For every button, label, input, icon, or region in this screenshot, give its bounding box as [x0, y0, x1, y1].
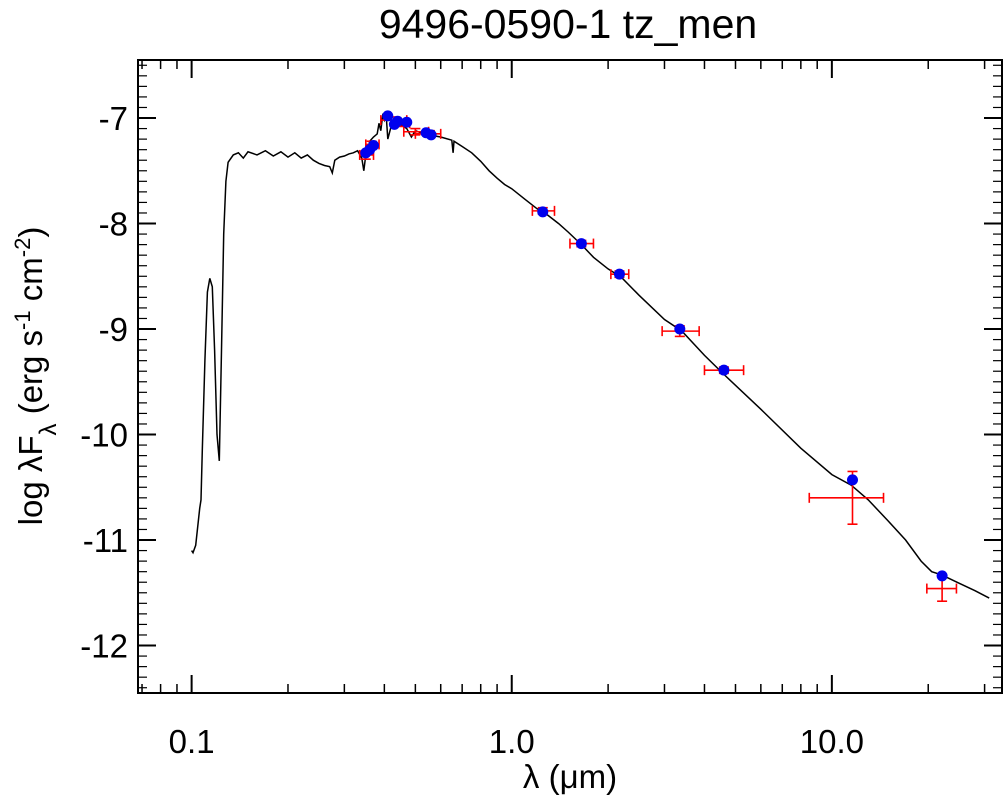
y-tick-label: -7: [99, 100, 128, 137]
model-point: [575, 238, 587, 250]
y-axis-label-part: -2: [10, 238, 35, 258]
model-point: [382, 110, 394, 122]
axis-ticks: [138, 60, 1002, 693]
model-point: [936, 570, 948, 582]
x-tick-labels: 0.1 1.0 10.0: [169, 723, 864, 760]
model-points: [360, 110, 948, 582]
y-tick-label: -8: [99, 206, 128, 243]
y-axis-label: log λFλ (erg s-1 cm-2): [10, 227, 62, 526]
y-tick-label: -10: [80, 417, 128, 454]
y-axis-label-part: λ: [35, 423, 62, 435]
model-point: [425, 129, 437, 141]
model-point: [537, 206, 549, 218]
x-tick-label: 10.0: [800, 723, 864, 760]
y-tick-label: -11: [83, 522, 128, 559]
model-point: [674, 323, 686, 335]
observed-errorbars: [358, 115, 958, 603]
y-axis-label-part: -1: [10, 310, 35, 330]
y-axis-label-part: ): [12, 227, 49, 238]
y-axis-label-part: log λF: [12, 435, 49, 525]
plot-frame: [137, 59, 1003, 694]
model-point: [613, 268, 625, 280]
x-tick-label: 1.0: [489, 723, 535, 760]
model-spectrum-line: [190, 113, 990, 599]
y-tick-label: -9: [99, 311, 128, 348]
model-point: [846, 474, 858, 486]
model-point: [718, 364, 730, 376]
x-axis-label: λ (μm): [523, 758, 617, 795]
model-point: [392, 115, 404, 127]
observed-point: [808, 470, 885, 526]
y-axis-label-part: (erg s: [12, 330, 49, 424]
chart-title: 9496-0590-1 tz_men: [379, 1, 757, 47]
x-tick-label: 0.1: [169, 723, 215, 760]
y-tick-label: -12: [80, 628, 128, 665]
y-tick-labels: -7 -8 -9 -10 -11 -12: [80, 100, 128, 665]
y-axis-label-part: cm: [12, 257, 49, 310]
model-point: [368, 139, 380, 151]
model-point: [401, 116, 413, 128]
